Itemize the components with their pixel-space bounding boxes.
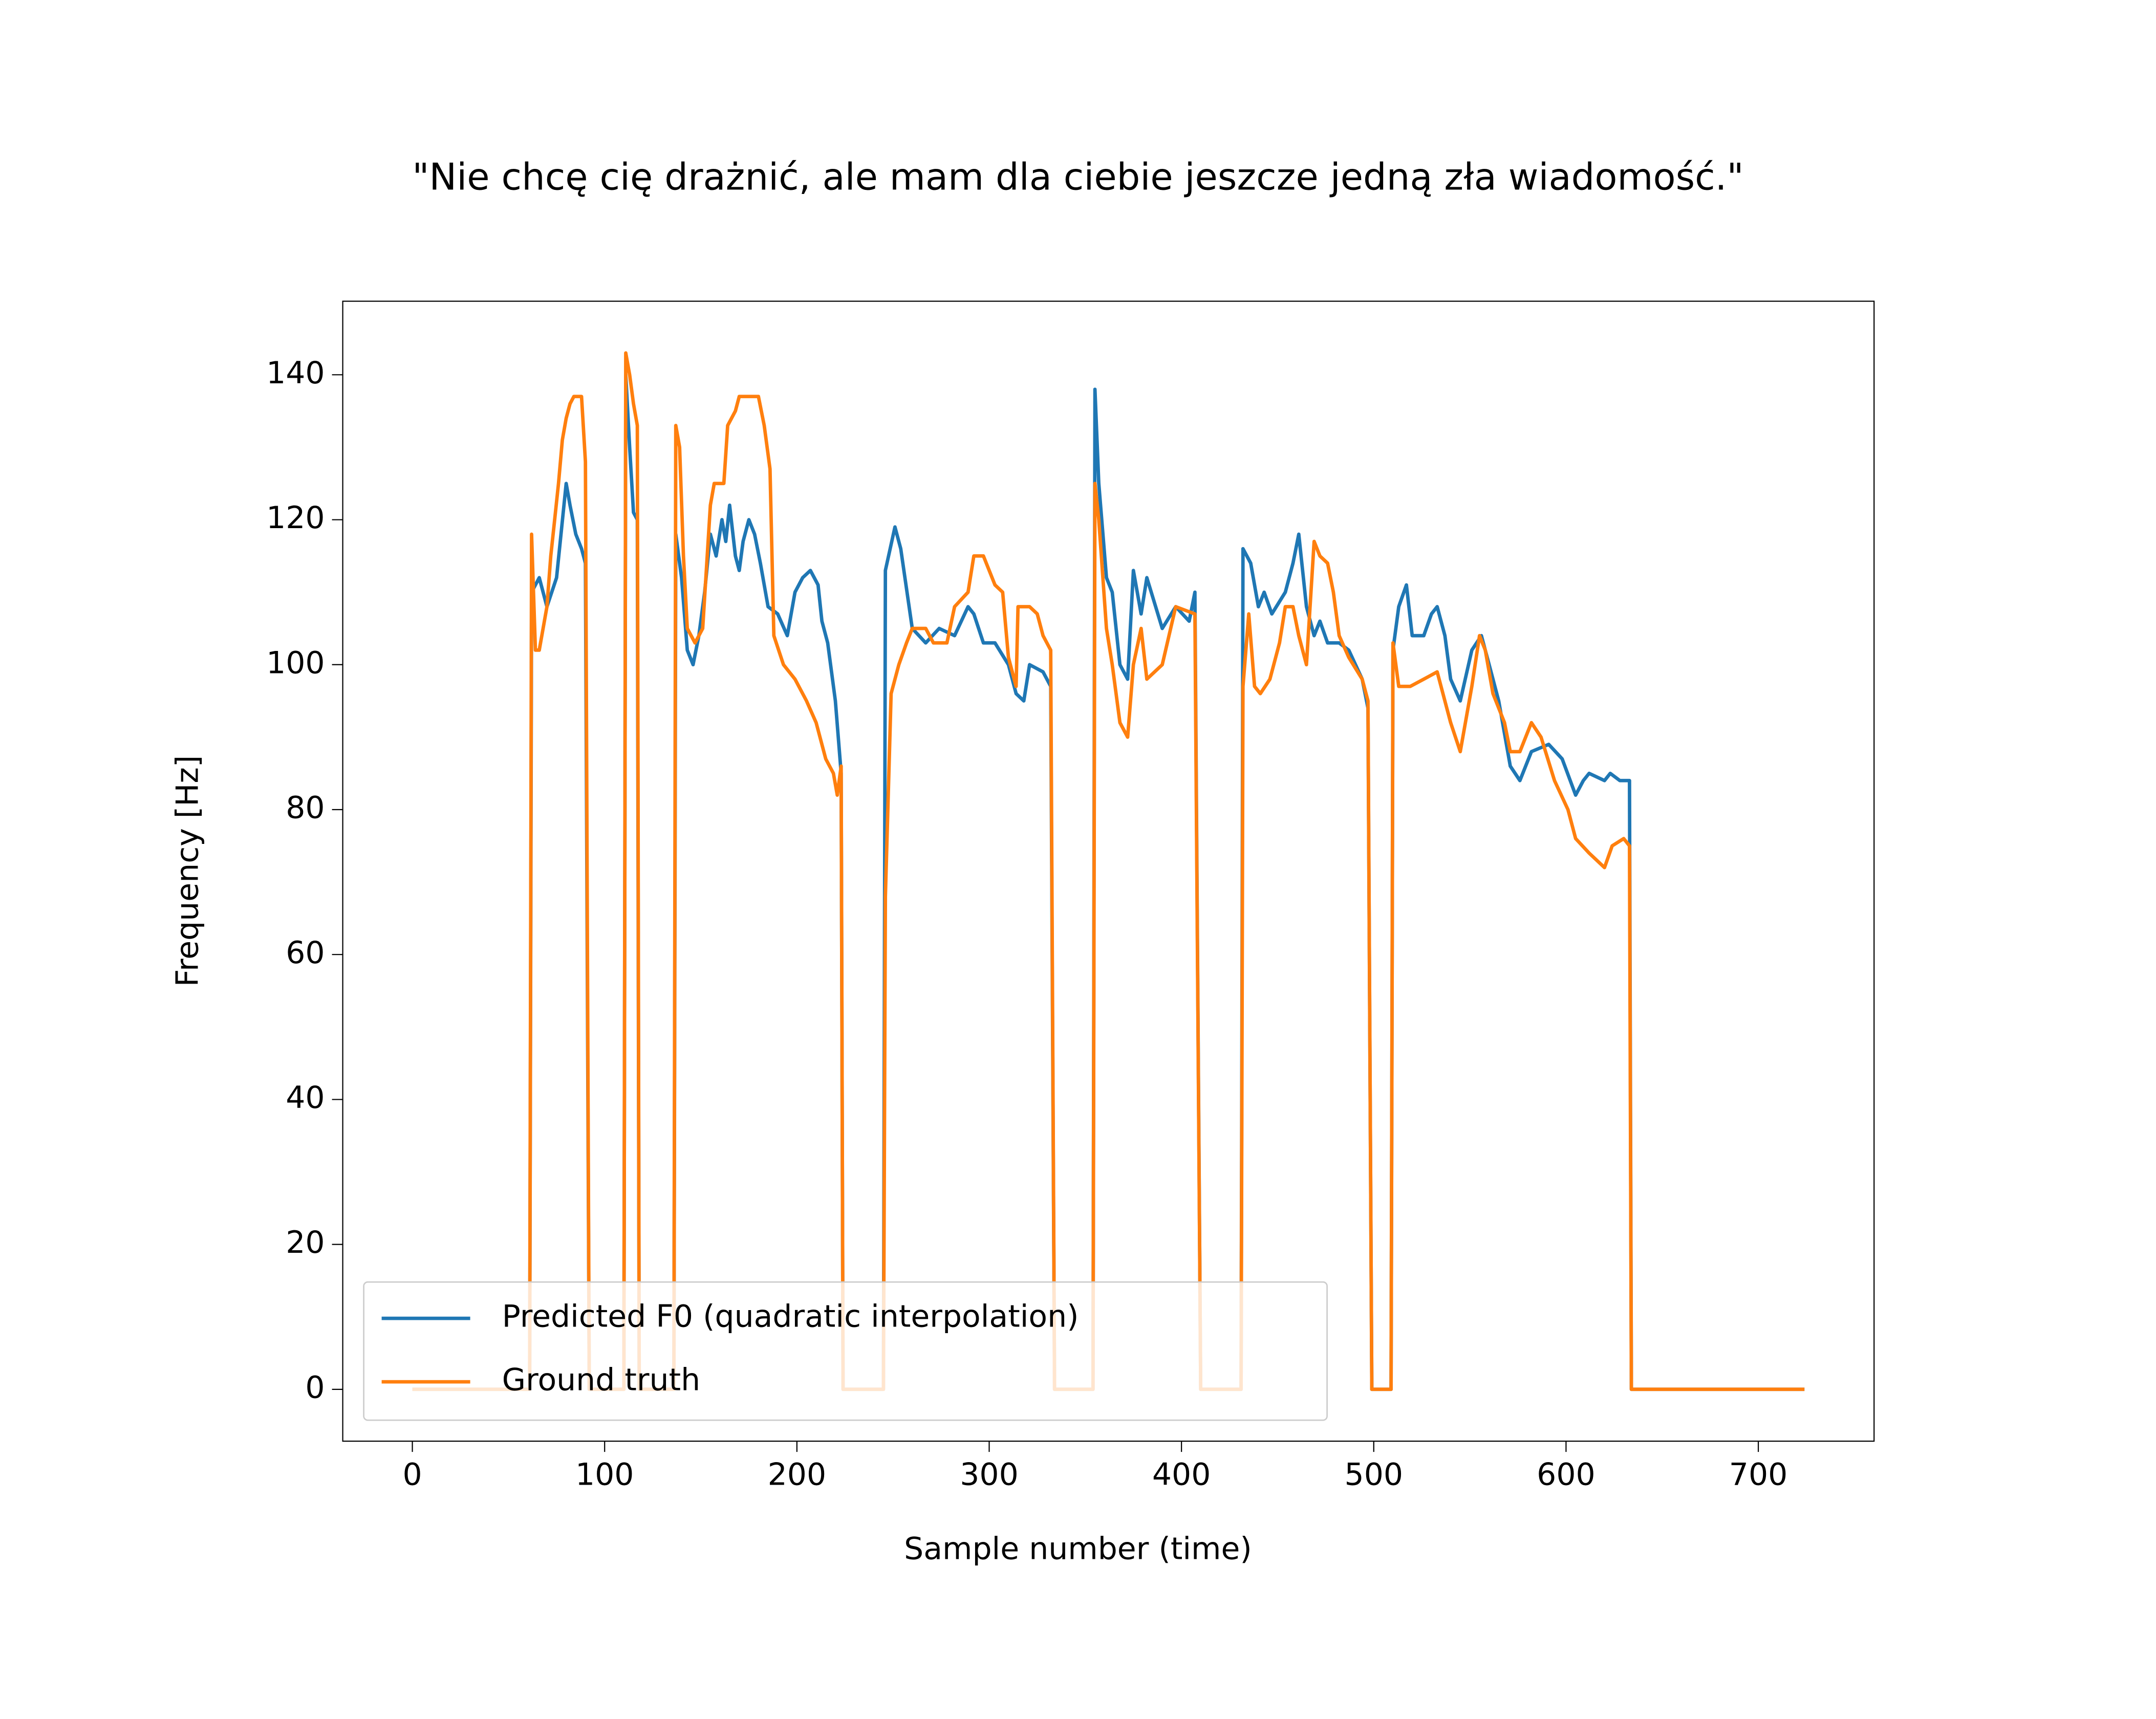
x-tick-label: 200 [768, 1457, 827, 1493]
x-tick-label: 700 [1729, 1457, 1788, 1493]
x-tick-label: 300 [960, 1457, 1019, 1493]
x-axis-label: Sample number (time) [904, 1531, 1252, 1567]
y-tick-label: 140 [266, 355, 325, 391]
plot-frame [342, 300, 1875, 1442]
x-tick-label: 0 [402, 1457, 422, 1493]
y-tick-label: 80 [286, 790, 325, 826]
y-tick-label: 120 [266, 500, 325, 536]
y-tick-label: 40 [286, 1080, 325, 1116]
legend-box [363, 1281, 1328, 1421]
legend-label: Predicted F0 (quadratic interpolation) [502, 1299, 1079, 1335]
chart-title: "Nie chcę cię drażnić, ale mam dla ciebi… [412, 156, 1743, 199]
x-tick-label: 600 [1537, 1457, 1596, 1493]
x-tick-label: 500 [1345, 1457, 1404, 1493]
y-tick-label: 0 [305, 1369, 325, 1405]
y-tick-label: 20 [286, 1225, 325, 1260]
y-tick-label: 100 [266, 645, 325, 681]
data-line [412, 373, 1805, 1391]
x-tick-label: 100 [575, 1457, 634, 1493]
y-tick-label: 60 [286, 935, 325, 971]
legend-label: Ground truth [502, 1362, 701, 1398]
y-axis-label: Frequency [Hz] [170, 755, 206, 987]
x-tick-label: 400 [1152, 1457, 1211, 1493]
